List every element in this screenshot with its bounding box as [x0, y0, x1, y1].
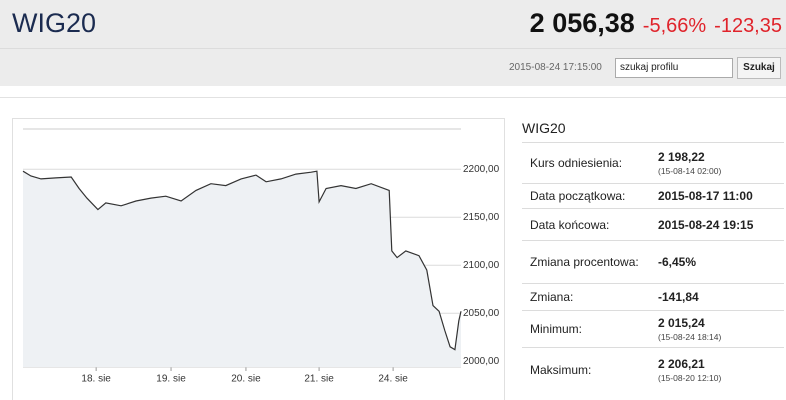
value: -141,84 [658, 290, 699, 304]
search-button[interactable]: Szukaj [737, 57, 781, 79]
change: -123,35 [714, 15, 782, 37]
summary-title: WIG20 [522, 120, 566, 136]
row-value: 2 015,24 (15-08-24 18:14) [650, 310, 784, 348]
y-tick-label: 2200,00 [463, 164, 500, 175]
value: 2015-08-24 19:15 [658, 217, 754, 232]
summary-row: Kurs odniesienia: 2 198,22 (15-08-14 02:00… [522, 142, 784, 184]
value-note: (15-08-20 12:10) [658, 372, 722, 383]
x-tick-label: 24. sie [378, 374, 408, 385]
value: -6,45% [658, 255, 697, 269]
row-value: 2015-08-17 11:00 [650, 183, 784, 209]
index-title: WIG20 [12, 8, 97, 38]
x-tick-label: 20. sie [231, 374, 261, 385]
value: 2 015,24 [658, 316, 705, 330]
separator [0, 48, 786, 49]
line [22, 170, 462, 351]
summary: WIG20 Kurs odniesienia: 2 198,22 (15-08-14… [522, 118, 784, 392]
row-label: Zmiana: [522, 283, 650, 311]
value-note: (15-08-14 02:00) [658, 166, 722, 176]
x-tick-label: 21. sie [304, 374, 334, 385]
summary-row: Minimum: 2 015,24 (15-08-24 18:14) [522, 310, 784, 348]
y-tick-label: 2000,00 [463, 356, 500, 367]
separator [0, 97, 786, 98]
row-value: 2 198,22 (15-08-14 02:00) [650, 142, 784, 184]
row-label: Maksimum: [522, 347, 650, 392]
summary-row: Zmiana procentowa: -6,45% [522, 240, 784, 284]
search-input[interactable]: szukaj profilu [615, 58, 733, 78]
row-value: -141,84 [650, 283, 784, 311]
row-label: Data początkowa: [522, 183, 650, 209]
summary-table: Kurs odniesienia: 2 198,22 (15-08-14 02:00… [522, 142, 784, 392]
row-label: Kurs odniesienia: [522, 142, 650, 184]
header: WIG20 2 056,38 -5,66% -123,35 2015-08-24 1… [0, 0, 786, 86]
value: 2015-08-17 11:00 [658, 189, 753, 203]
row-label: Zmiana procentowa: [522, 240, 650, 284]
x-tick-label: 19. sie [156, 374, 186, 385]
price: 2 056,38 [529, 8, 635, 38]
row-value: -6,45% [650, 240, 784, 284]
summary-row: Data końcowa: 2015-08-24 19:15 [522, 208, 784, 241]
row-value: 2 206,21 (15-08-20 12:10) [650, 347, 784, 392]
row-value: 2015-08-24 19:15 [650, 208, 784, 241]
value: 2 206,21 [658, 356, 705, 371]
row-label: Minimum: [522, 310, 650, 348]
chart: 2000,00 2050,00 2100,00 2150,00 2200,00 18. s… [22, 128, 500, 385]
area [23, 171, 461, 367]
y-tick-label: 2100,00 [463, 260, 500, 271]
timestamp: 2015-08-24 17:15:00 [509, 62, 602, 73]
quote: 2 056,38 -5,66% -123,35 [530, 8, 782, 39]
summary-row: Maksimum: 2 206,21 (15-08-20 12:10) [522, 347, 784, 392]
summary-row: Data początkowa: 2015-08-17 11:00 [522, 183, 784, 209]
change-percent: -5,66% [642, 15, 707, 37]
value: 2 198,22 [658, 150, 705, 164]
summary-row: Zmiana: -141,84 [522, 283, 784, 311]
value-note: (15-08-24 18:14) [658, 332, 722, 342]
y-tick-label: 2150,00 [463, 212, 500, 223]
y-tick-label: 2050,00 [463, 308, 500, 319]
chart-panel: 2000,00 2050,00 2100,00 2150,00 2200,00 18. s… [12, 118, 505, 400]
x-tick-label: 18. sie [81, 374, 111, 385]
row-label: Data końcowa: [522, 208, 650, 241]
